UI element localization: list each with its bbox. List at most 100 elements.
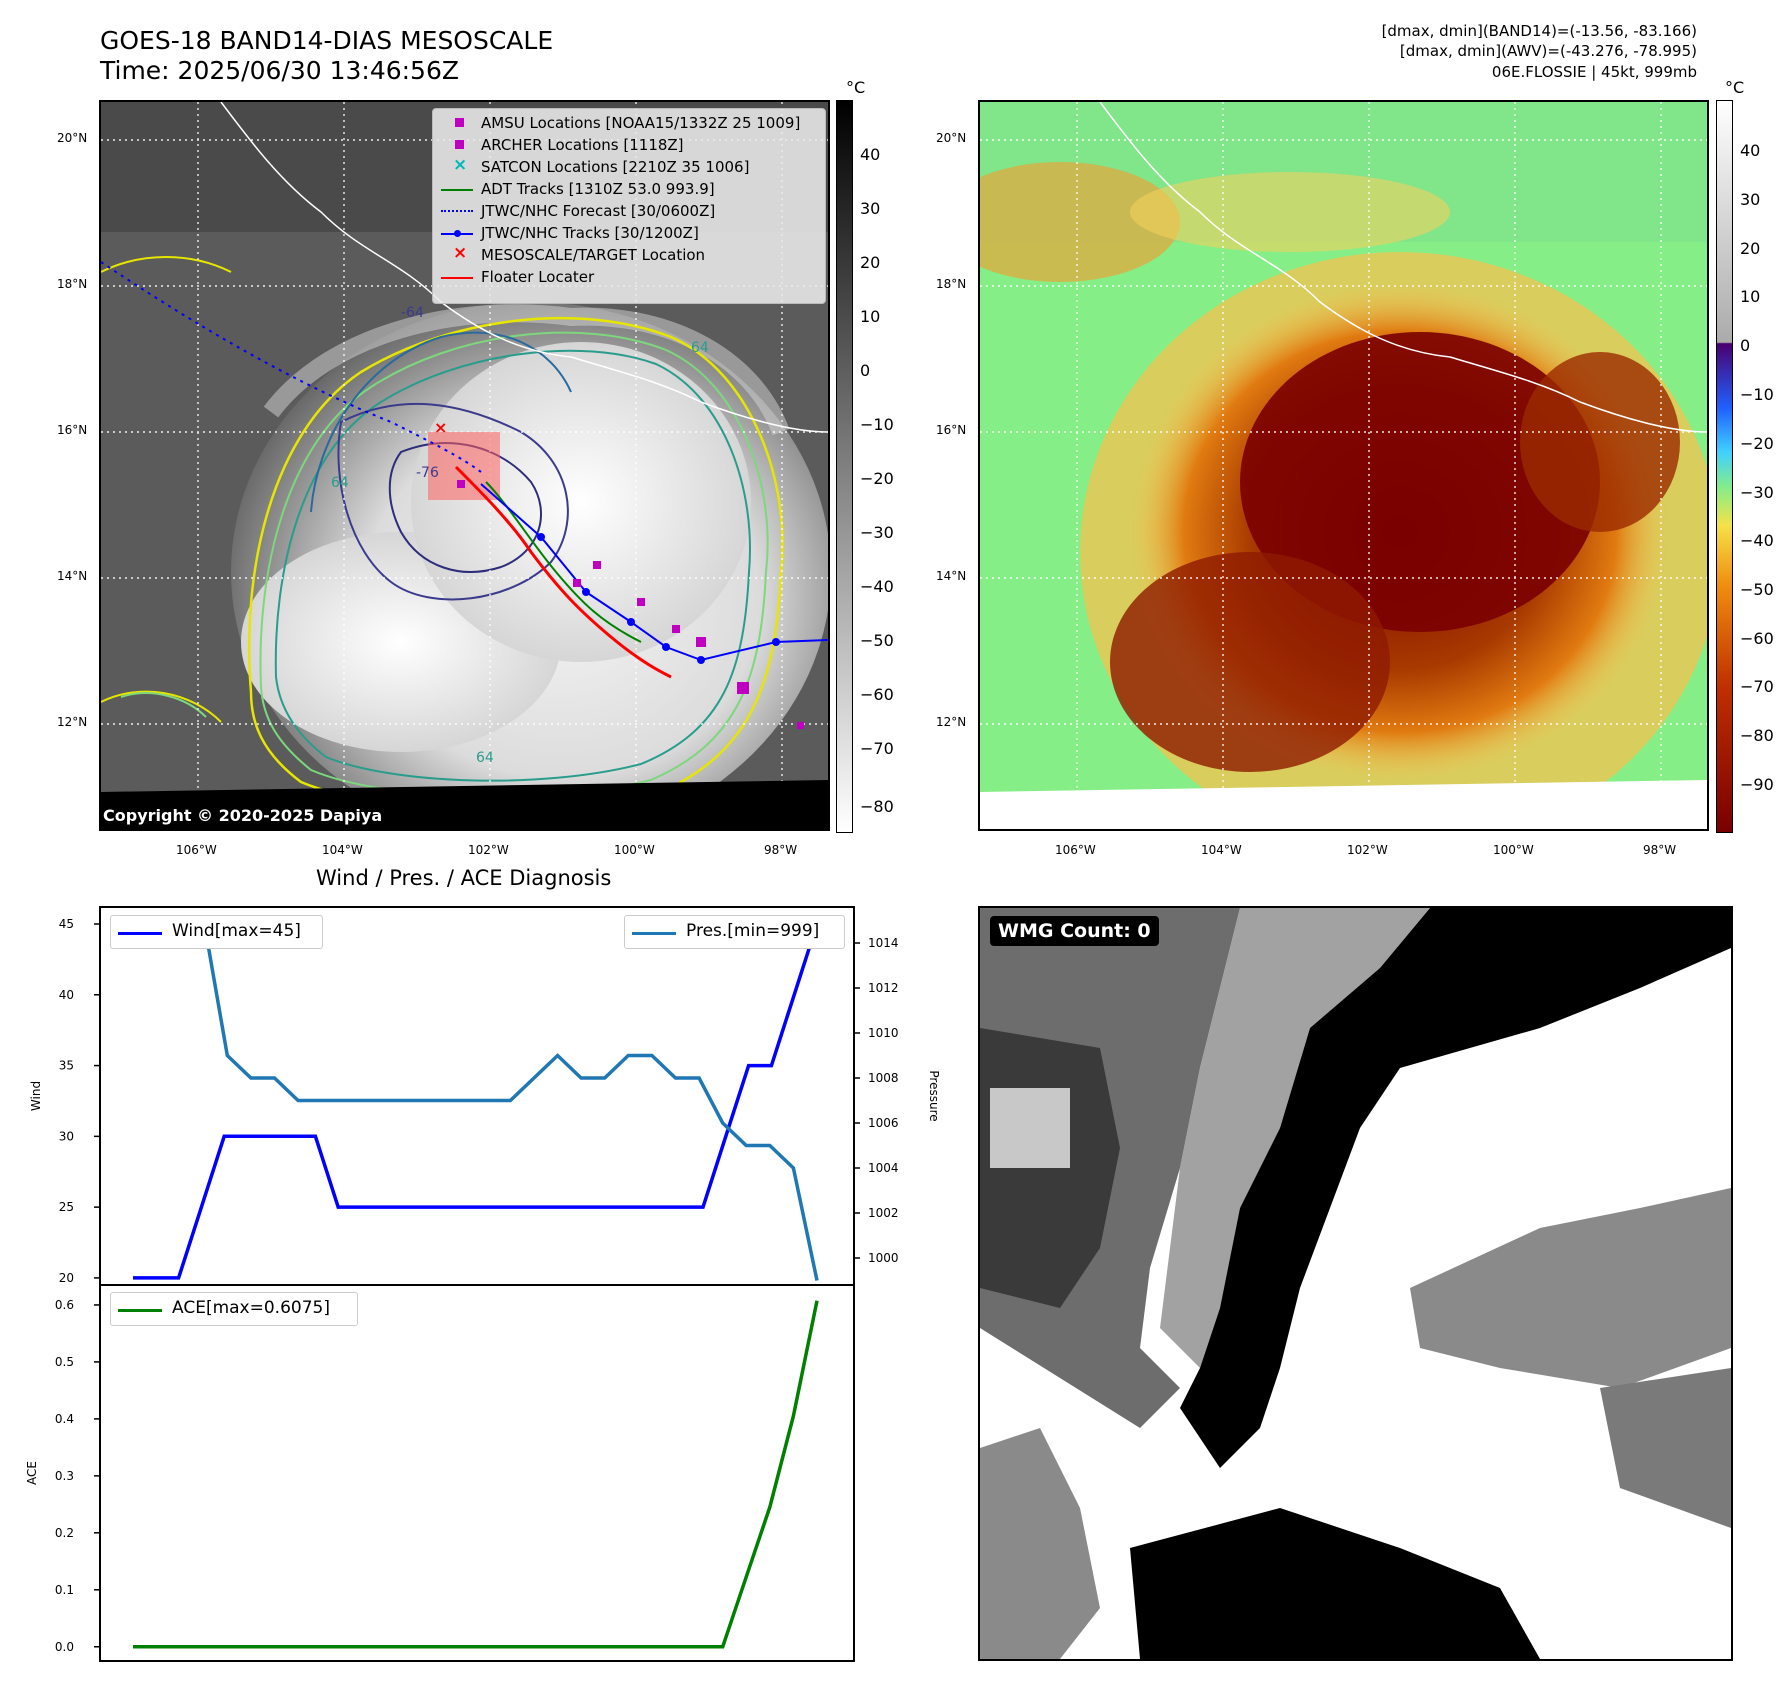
pressure-legend: Pres.[min=999] [624,915,845,949]
wmg-count-badge: WMG Count: 0 [990,916,1159,946]
lat-label-16n: 16°N [57,423,88,437]
lat-label-12n: 12°N [57,715,88,729]
color-cbar-tick: 10 [1740,287,1761,306]
ace-legend-label: ACE[max=0.6075] [172,1298,330,1318]
ace-tick-label: 0.3 [55,1469,74,1483]
floater-line-icon [441,277,473,279]
satcon-x-icon: × [453,155,468,175]
contour-label-2: -76 [416,465,439,481]
pressure-legend-label: Pres.[min=999] [686,921,820,941]
gray-cbar-tick: −30 [860,523,894,542]
lon-label-104w: 104°W [322,843,363,857]
chart-title: GOES-18 BAND14-DIAS MESOSCALE [100,26,554,55]
ace-legend-line-icon [118,1309,162,1312]
gray-cbar-tick: 20 [860,253,881,272]
pressure-axis-label: Pressure [927,1070,941,1121]
color-cbar-tick: −30 [1740,483,1774,502]
nhc-track [480,483,828,662]
color-cbar-tick: −80 [1740,726,1774,745]
pressure-tick-label: 1010 [868,1026,899,1040]
color-cbar-tick: −70 [1740,677,1774,696]
lon-label-104w: 104°W [1201,843,1242,857]
wind-tick-label: 35 [59,1059,74,1073]
wind-tick-label: 30 [59,1129,74,1143]
copyright-text: Copyright © 2020-2025 Dapiya [103,806,383,825]
track-dot-icon [454,230,461,237]
lat-label-14n: 14°N [936,569,967,583]
ace-tick-label: 0.1 [55,1583,74,1597]
color-cbar-tick: 0 [1740,336,1751,355]
pressure-tick-label: 1000 [868,1251,899,1265]
color-ir-map-panel [978,100,1709,831]
wind-legend-line-icon [118,932,162,935]
target-x-icon: × [453,243,468,263]
archer-marker-icon [455,140,464,149]
gray-colorbar [836,100,853,833]
color-cbar-tick: 20 [1740,239,1761,258]
color-cbar-tick: −60 [1740,629,1774,648]
ace-tick-label: 0.0 [55,1640,74,1654]
target-marker: × [434,418,447,437]
color-cbar-tick: −40 [1740,531,1774,550]
gray-cbar-tick: −60 [860,685,894,704]
lon-label-102w: 102°W [468,843,509,857]
wind-tick-label: 25 [59,1200,74,1214]
diagnosis-chart: Wind Pressure ACE 20 25 30 35 40 45 1000 1002 1… [25,906,941,1662]
wind-pres-panel-frame [99,906,855,1286]
lon-label-106w: 106°W [1055,843,1096,857]
wind-tick-label: 40 [59,988,74,1002]
color-colorbar-unit: °C [1725,78,1745,97]
storm-info: 06E.FLOSSIE | 45kt, 999mb [1491,63,1697,81]
pressure-tick-label: 1006 [868,1116,899,1130]
gray-cbar-tick: −40 [860,577,894,596]
legend-label: ARCHER Locations [1118Z] [481,136,684,154]
gray-cbar-tick: 10 [860,307,881,326]
lat-label-20n: 20°N [936,131,967,145]
pressure-tick-label: 1014 [868,936,899,950]
legend-label: MESOSCALE/TARGET Location [481,246,706,264]
wind-tick-label: 20 [59,1271,74,1285]
legend-label: JTWC/NHC Forecast [30/0600Z] [481,202,716,220]
lon-label-100w: 100°W [614,843,655,857]
gray-cbar-tick: 0 [860,361,871,380]
gray-cbar-tick: −80 [860,797,894,816]
gray-cbar-tick: 40 [860,145,881,164]
floater-box [428,432,500,500]
color-colorbar [1716,100,1733,833]
color-cbar-tick: 30 [1740,190,1761,209]
ace-panel-frame [99,1284,855,1662]
color-cbar-tick: −20 [1740,434,1774,453]
forecast-track [101,261,482,473]
chart-time: Time: 2025/06/30 13:46:56Z [100,56,459,85]
gray-colorbar-unit: °C [846,78,866,97]
color-cbar-tick: −90 [1740,775,1774,794]
wmg-grid-image [980,908,1731,1659]
wind-series-line [133,923,819,1280]
wind-tick-label: 45 [59,917,74,931]
map-legend: AMSU Locations [NOAA15/1332Z 25 1009] AR… [432,108,826,304]
pressure-tick-label: 1004 [868,1161,899,1175]
lat-label-18n: 18°N [57,277,88,291]
wind-legend: Wind[max=45] [110,915,323,949]
lat-label-16n: 16°N [936,423,967,437]
diagnosis-title: Wind / Pres. / ACE Diagnosis [316,866,612,890]
ace-tick-label: 0.5 [55,1355,74,1369]
ace-tick-label: 0.4 [55,1412,74,1426]
gray-cbar-tick: −10 [860,415,894,434]
lon-label-102w: 102°W [1347,843,1388,857]
legend-label: JTWC/NHC Tracks [30/1200Z] [481,224,699,242]
stats-band14: [dmax, dmin](BAND14)=(-13.56, -83.166) [1381,22,1697,40]
ir-map-panel: × -64 -76 64 64 64 Copyright © 2020-2025… [99,100,830,831]
ace-series-line [133,1300,819,1649]
pressure-series-line [133,918,819,1281]
gray-cbar-tick: −20 [860,469,894,488]
forecast-line-icon [441,210,473,212]
lon-label-98w: 98°W [1643,843,1677,857]
stats-awv: [dmax, dmin](AWV)=(-43.276, -78.995) [1399,42,1697,60]
lat-label-18n: 18°N [936,277,967,291]
legend-label: ADT Tracks [1310Z 53.0 993.9] [481,180,715,198]
ace-axis-label: ACE [25,1461,39,1485]
lon-label-106w: 106°W [176,843,217,857]
wind-legend-label: Wind[max=45] [172,921,301,941]
contour-label-3: 64 [331,475,349,491]
